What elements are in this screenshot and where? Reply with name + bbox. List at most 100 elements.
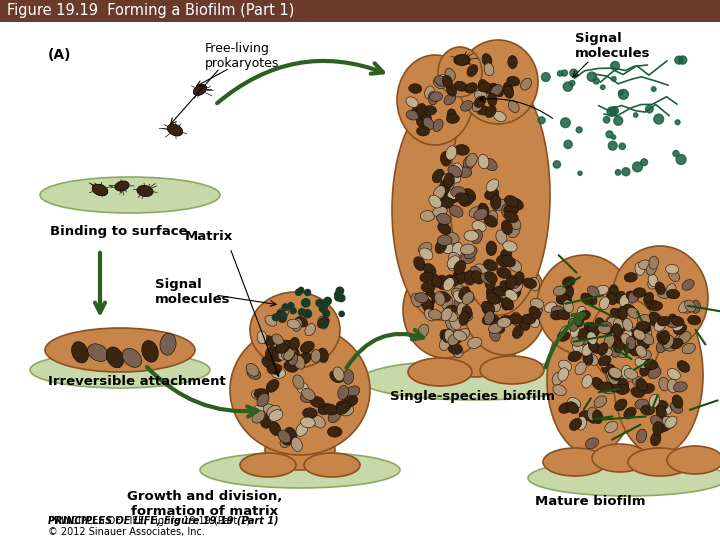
Ellipse shape: [544, 302, 557, 312]
Circle shape: [335, 294, 341, 301]
Ellipse shape: [606, 292, 616, 305]
Ellipse shape: [457, 302, 468, 317]
Ellipse shape: [291, 437, 302, 451]
Circle shape: [616, 170, 621, 175]
Circle shape: [570, 69, 577, 77]
Ellipse shape: [615, 399, 627, 411]
Ellipse shape: [297, 381, 309, 395]
Ellipse shape: [421, 282, 435, 293]
Circle shape: [634, 113, 638, 117]
Ellipse shape: [439, 337, 450, 350]
Ellipse shape: [482, 53, 492, 66]
Ellipse shape: [611, 344, 621, 357]
Ellipse shape: [443, 186, 454, 200]
Ellipse shape: [435, 292, 445, 305]
Ellipse shape: [505, 195, 518, 207]
Ellipse shape: [167, 124, 183, 136]
Ellipse shape: [547, 305, 637, 455]
Ellipse shape: [660, 330, 670, 343]
Ellipse shape: [638, 322, 650, 334]
Ellipse shape: [583, 352, 593, 365]
Ellipse shape: [623, 319, 633, 331]
Circle shape: [303, 309, 312, 318]
Ellipse shape: [502, 204, 513, 219]
Ellipse shape: [445, 69, 456, 81]
Ellipse shape: [446, 84, 456, 96]
Ellipse shape: [612, 246, 708, 350]
Ellipse shape: [657, 289, 670, 299]
Ellipse shape: [490, 195, 501, 210]
Ellipse shape: [437, 275, 447, 289]
Ellipse shape: [285, 427, 297, 441]
Ellipse shape: [502, 292, 516, 302]
Ellipse shape: [667, 318, 680, 328]
Ellipse shape: [440, 330, 451, 343]
Ellipse shape: [263, 336, 276, 346]
Ellipse shape: [510, 281, 523, 293]
Ellipse shape: [563, 300, 573, 313]
Ellipse shape: [678, 361, 690, 373]
Bar: [0, 0, 720, 22]
Text: Single-species biofilm: Single-species biofilm: [390, 390, 555, 403]
Ellipse shape: [485, 106, 496, 118]
Circle shape: [335, 291, 342, 298]
Ellipse shape: [454, 284, 464, 299]
Ellipse shape: [328, 427, 342, 437]
Ellipse shape: [418, 242, 432, 254]
Ellipse shape: [503, 241, 517, 252]
Circle shape: [618, 90, 629, 99]
Ellipse shape: [502, 298, 513, 310]
Ellipse shape: [656, 340, 667, 353]
Ellipse shape: [447, 109, 456, 122]
Circle shape: [673, 151, 679, 157]
Ellipse shape: [469, 207, 483, 218]
Circle shape: [298, 309, 305, 316]
Ellipse shape: [451, 288, 464, 299]
Ellipse shape: [448, 343, 462, 354]
Ellipse shape: [673, 382, 688, 392]
Circle shape: [603, 117, 610, 123]
Ellipse shape: [657, 333, 667, 345]
Ellipse shape: [433, 119, 443, 132]
Circle shape: [611, 62, 619, 70]
Circle shape: [678, 56, 687, 64]
Ellipse shape: [412, 107, 424, 118]
Ellipse shape: [485, 315, 499, 325]
Ellipse shape: [522, 314, 536, 324]
Ellipse shape: [481, 273, 494, 284]
Ellipse shape: [498, 315, 513, 326]
Ellipse shape: [648, 316, 662, 327]
Ellipse shape: [642, 333, 654, 345]
Ellipse shape: [537, 255, 633, 355]
Ellipse shape: [472, 221, 486, 232]
Ellipse shape: [554, 286, 566, 296]
Ellipse shape: [626, 336, 636, 349]
Ellipse shape: [613, 318, 624, 331]
Ellipse shape: [304, 453, 360, 477]
Ellipse shape: [423, 106, 436, 115]
Ellipse shape: [336, 402, 349, 415]
Ellipse shape: [631, 387, 644, 397]
Ellipse shape: [282, 350, 294, 360]
Ellipse shape: [655, 422, 669, 433]
Ellipse shape: [257, 330, 266, 344]
Ellipse shape: [636, 321, 649, 330]
Ellipse shape: [639, 321, 651, 332]
Ellipse shape: [452, 271, 463, 286]
Ellipse shape: [458, 40, 538, 124]
Text: Mature biofilm: Mature biofilm: [535, 495, 645, 508]
Ellipse shape: [644, 360, 657, 370]
Ellipse shape: [444, 305, 457, 316]
Ellipse shape: [447, 256, 460, 268]
Ellipse shape: [529, 277, 539, 291]
Ellipse shape: [635, 262, 644, 275]
Ellipse shape: [509, 314, 523, 324]
Ellipse shape: [557, 292, 567, 305]
Circle shape: [323, 310, 330, 317]
Ellipse shape: [466, 153, 477, 167]
Ellipse shape: [273, 347, 284, 361]
Circle shape: [675, 120, 680, 125]
Circle shape: [295, 289, 302, 295]
Circle shape: [561, 118, 570, 127]
Ellipse shape: [284, 348, 294, 360]
